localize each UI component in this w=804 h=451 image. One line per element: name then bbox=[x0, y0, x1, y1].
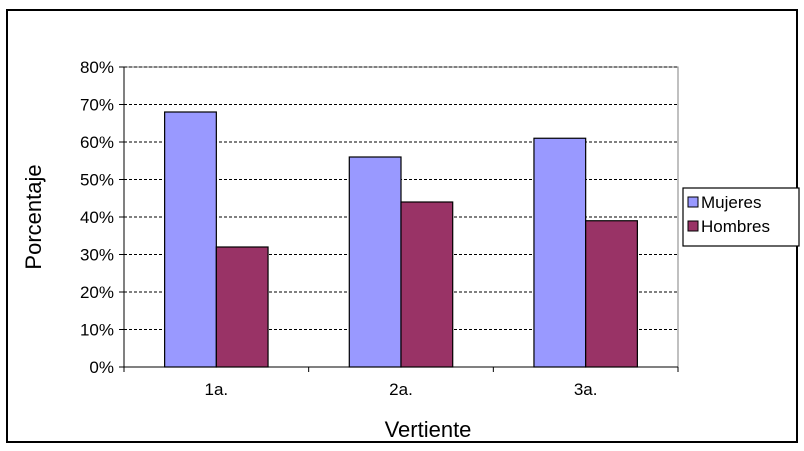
y-tick-label: 60% bbox=[80, 133, 114, 152]
bar-hombres-2 bbox=[400, 201, 454, 368]
x-tick-label: 3a. bbox=[574, 380, 598, 399]
y-tick-labels: 0% 10% 20% 30% 40% 50% 60% 70% 80% bbox=[80, 58, 114, 377]
legend-swatch-hombres bbox=[687, 220, 699, 232]
y-tick-label: 30% bbox=[80, 246, 114, 265]
bar-hombres-3 bbox=[585, 220, 638, 368]
bar-mujeres-2 bbox=[348, 156, 402, 368]
bar-mujeres-1 bbox=[164, 111, 217, 368]
y-tick-label: 70% bbox=[80, 96, 114, 115]
bars bbox=[164, 111, 638, 368]
bar-hombres-1 bbox=[215, 246, 269, 368]
y-axis-label: Porcentaje bbox=[21, 164, 46, 269]
bar-mujeres-3 bbox=[533, 137, 587, 368]
y-tick-label: 20% bbox=[80, 283, 114, 302]
legend-box bbox=[682, 187, 800, 247]
x-axis-label: Vertiente bbox=[385, 417, 472, 442]
y-tick-label: 10% bbox=[80, 321, 114, 340]
x-tick-label: 1a. bbox=[205, 380, 229, 399]
axes bbox=[119, 66, 679, 372]
x-tick-label: 2a. bbox=[389, 380, 413, 399]
legend-label-mujeres: Mujeres bbox=[701, 193, 761, 212]
y-tick-label: 0% bbox=[89, 358, 114, 377]
y-tick-label: 50% bbox=[80, 171, 114, 190]
y-tick-label: 80% bbox=[80, 58, 114, 77]
legend-swatch-mujeres bbox=[687, 196, 699, 208]
legend: Mujeres Hombres bbox=[682, 187, 800, 247]
legend-label-hombres: Hombres bbox=[701, 217, 770, 236]
y-tick-label: 40% bbox=[80, 208, 114, 227]
x-tick-labels: 1a. 2a. 3a. bbox=[205, 380, 598, 399]
